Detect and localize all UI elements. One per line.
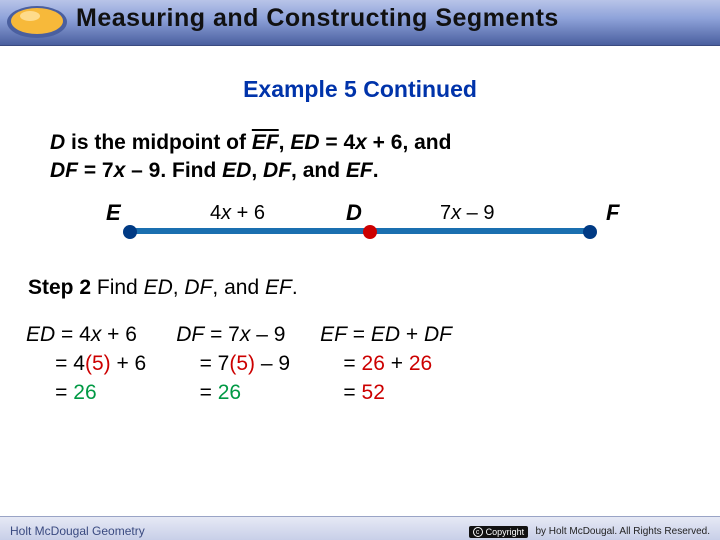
var-ed: ED xyxy=(222,159,251,182)
answer-ed: 26 xyxy=(73,381,96,404)
work-col-df: DF = 7x – 9 = 7(5) – 9 = 26 xyxy=(176,320,290,408)
segment-diagram: E 4x + 6 D 7x – 9 F xyxy=(90,206,630,250)
txt: Find xyxy=(91,276,144,299)
footer-left: Holt McDougal Geometry xyxy=(10,524,145,538)
txt: , xyxy=(279,131,291,154)
footer-bar: Holt McDougal Geometry cCopyright by Hol… xyxy=(0,516,720,540)
var-ef: EF xyxy=(346,159,373,182)
example-subtitle: Example 5 Continued xyxy=(0,76,720,103)
copyright-badge-icon: cCopyright xyxy=(469,526,529,538)
txt: , and xyxy=(212,276,265,299)
var-d: D xyxy=(50,131,65,154)
step-label: Step 2 xyxy=(28,276,91,299)
point-f xyxy=(583,225,597,239)
var-ed: ED xyxy=(144,276,173,299)
txt: – 9. Find xyxy=(125,159,222,182)
val: 26 xyxy=(409,352,432,375)
var-df: DF xyxy=(184,276,212,299)
point-d-label: D xyxy=(346,200,362,226)
txt: . xyxy=(373,159,379,182)
work-col-ef: EF = ED + DF = 26 + 26 = 52 xyxy=(320,320,452,408)
answer-df: 26 xyxy=(218,381,241,404)
var-x: x xyxy=(114,159,126,182)
var-df: DF xyxy=(50,159,78,182)
var-ed: ED xyxy=(290,131,319,154)
number-line xyxy=(130,228,590,234)
txt: , xyxy=(173,276,185,299)
substituted-value: (5) xyxy=(229,352,255,375)
txt: + 6, and xyxy=(367,131,452,154)
point-f-label: F xyxy=(606,200,619,226)
txt: is the midpoint of xyxy=(65,131,252,154)
val: 26 xyxy=(362,352,385,375)
var-ef: EF xyxy=(265,276,292,299)
point-d xyxy=(363,225,377,239)
seg-ef: EF xyxy=(252,131,279,154)
txt: = 4 xyxy=(320,131,356,154)
point-e-label: E xyxy=(106,200,121,226)
txt: , xyxy=(251,159,263,182)
answer-ef: 52 xyxy=(362,381,385,404)
work-col-ed: ED = 4x + 6 = 4(5) + 6 = 26 xyxy=(26,320,146,408)
copyright-word: Copyright xyxy=(486,527,525,537)
footer-right: cCopyright by Holt McDougal. All Rights … xyxy=(469,523,710,538)
substituted-value: (5) xyxy=(85,352,111,375)
step-line: Step 2 Find ED, DF, and EF. xyxy=(28,276,692,300)
header-bar: Measuring and Constructing Segments xyxy=(0,0,720,56)
header-title: Measuring and Constructing Segments xyxy=(76,4,559,33)
txt: = 7 xyxy=(78,159,114,182)
problem-statement: D is the midpoint of EF, ED = 4x + 6, an… xyxy=(50,129,670,186)
txt: . xyxy=(292,276,298,299)
txt: , and xyxy=(291,159,346,182)
var-df: DF xyxy=(263,159,291,182)
header-oval-icon xyxy=(6,4,68,40)
copyright-text: by Holt McDougal. All Rights Reserved. xyxy=(535,526,710,537)
segment-df-label: 7x – 9 xyxy=(440,202,494,225)
var-x: x xyxy=(355,131,367,154)
point-e xyxy=(123,225,137,239)
work-columns: ED = 4x + 6 = 4(5) + 6 = 26 DF = 7x – 9 … xyxy=(26,320,694,408)
segment-ed-label: 4x + 6 xyxy=(210,202,265,225)
